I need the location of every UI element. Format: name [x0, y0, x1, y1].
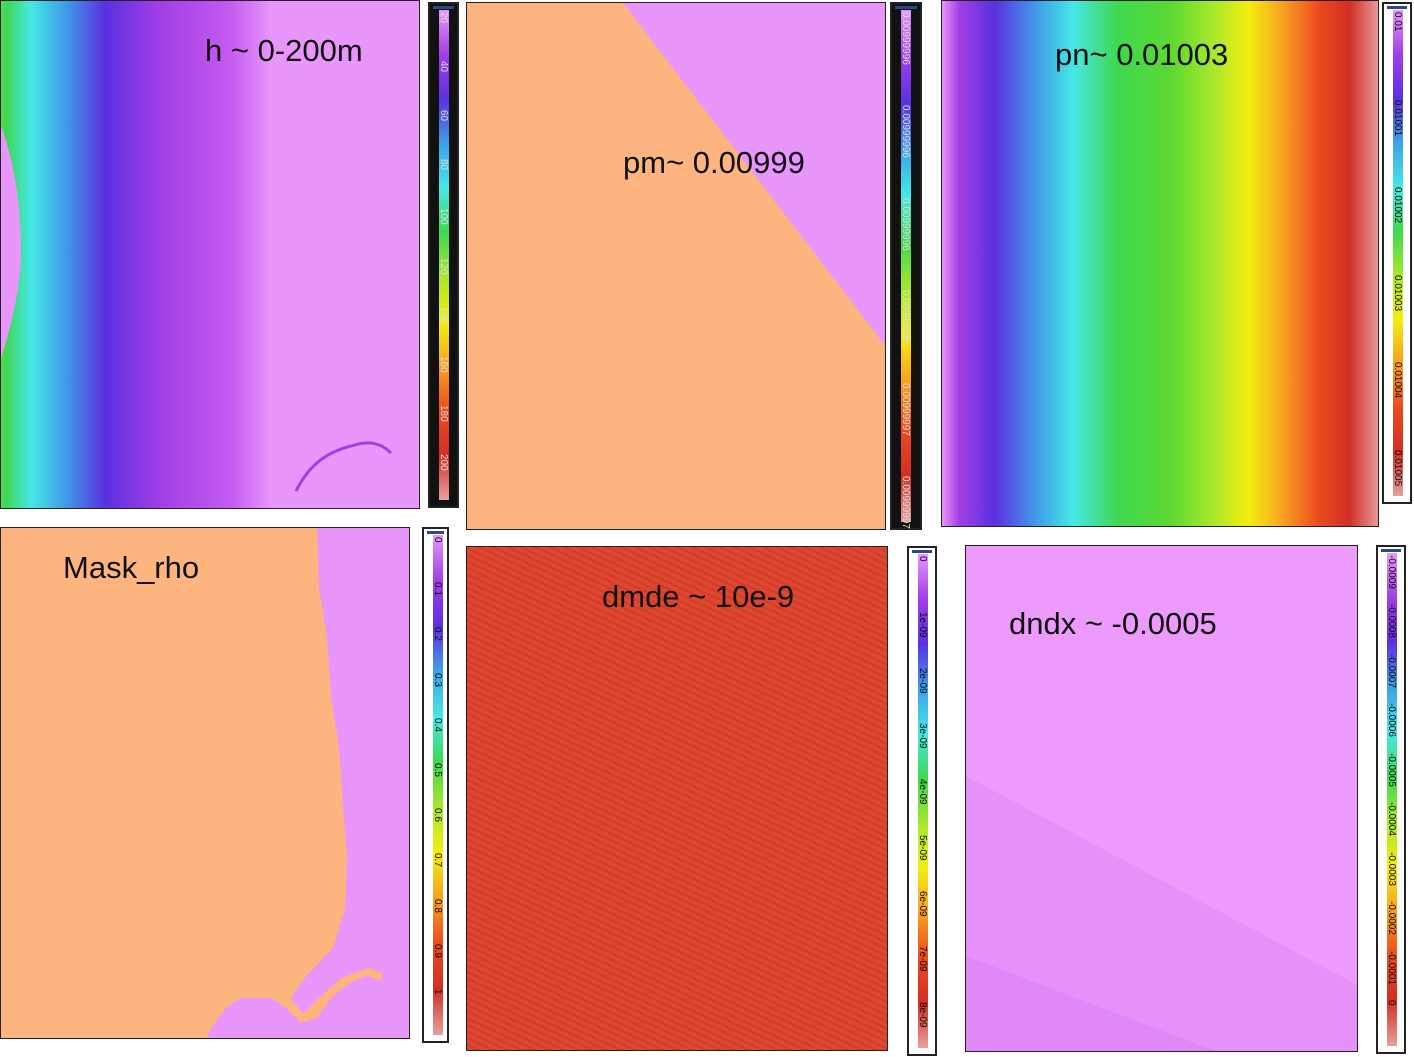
pn-field — [942, 1, 1378, 526]
colorbar-gradient — [433, 535, 443, 1035]
panel-label-dmde: dmde ~ 10e-9 — [602, 579, 795, 614]
panel-label-h: h ~ 0-200m — [205, 33, 363, 68]
colorbar-pm: 0.00999996 0.00999996 0.00999996 0.00999996… — [890, 2, 922, 530]
pm-field — [467, 3, 885, 529]
colorbar-dndx: -0.0009 -0.0008 -0.0007 -0.0006 -0.0005 -0.00… — [1376, 545, 1406, 1054]
panel-label-mask-rho: Mask_rho — [63, 550, 200, 585]
dmde-field — [467, 547, 887, 1050]
panel-label-pn: pn~ 0.01003 — [1055, 37, 1229, 72]
colorbar-handle[interactable] — [912, 550, 932, 553]
panel-pm: pm~ 0.00999 — [466, 2, 886, 530]
colorbar-dmde: 0 1e-09 2e-09 3e-09 4e-09 5e-09 6e-09 7e-09 8e-0… — [907, 546, 937, 1056]
colorbar-handle[interactable] — [1387, 6, 1407, 9]
dndx-field — [966, 546, 1357, 1051]
panel-label-dndx: dndx ~ -0.0005 — [1009, 606, 1217, 641]
colorbar-gradient — [1387, 553, 1397, 1046]
panel-h: h ~ 0-200m — [0, 0, 420, 509]
bathymetry-field — [1, 1, 419, 508]
colorbar-gradient — [1393, 10, 1403, 496]
colorbar-gradient — [901, 10, 911, 522]
colorbar-handle[interactable] — [1381, 549, 1401, 552]
colorbar-mask-rho: 0 0.1 0.2 0.3 0.4 0.5 0.6 0.7 0.8 0.9 1 — [422, 527, 449, 1043]
colorbar-pn: 0.01 0.01001 0.01002 0.01003 0.01004 0.01005 — [1382, 2, 1412, 504]
colorbar-handle[interactable] — [433, 6, 454, 9]
colorbar-handle[interactable] — [895, 6, 917, 9]
mask-field — [1, 528, 409, 1038]
colorbar-gradient — [918, 554, 928, 1048]
panel-mask-rho: Mask_rho — [0, 527, 410, 1039]
colorbar-h: 20 40 60 80 100 120 140 160 180 200 — [428, 2, 459, 508]
panel-dndx: dndx ~ -0.0005 — [965, 545, 1358, 1052]
panel-label-pm: pm~ 0.00999 — [623, 145, 805, 180]
colorbar-handle[interactable] — [427, 531, 444, 534]
panel-dmde: dmde ~ 10e-9 — [466, 546, 888, 1051]
colorbar-gradient — [439, 10, 449, 500]
panel-pn: pn~ 0.01003 — [941, 0, 1379, 527]
